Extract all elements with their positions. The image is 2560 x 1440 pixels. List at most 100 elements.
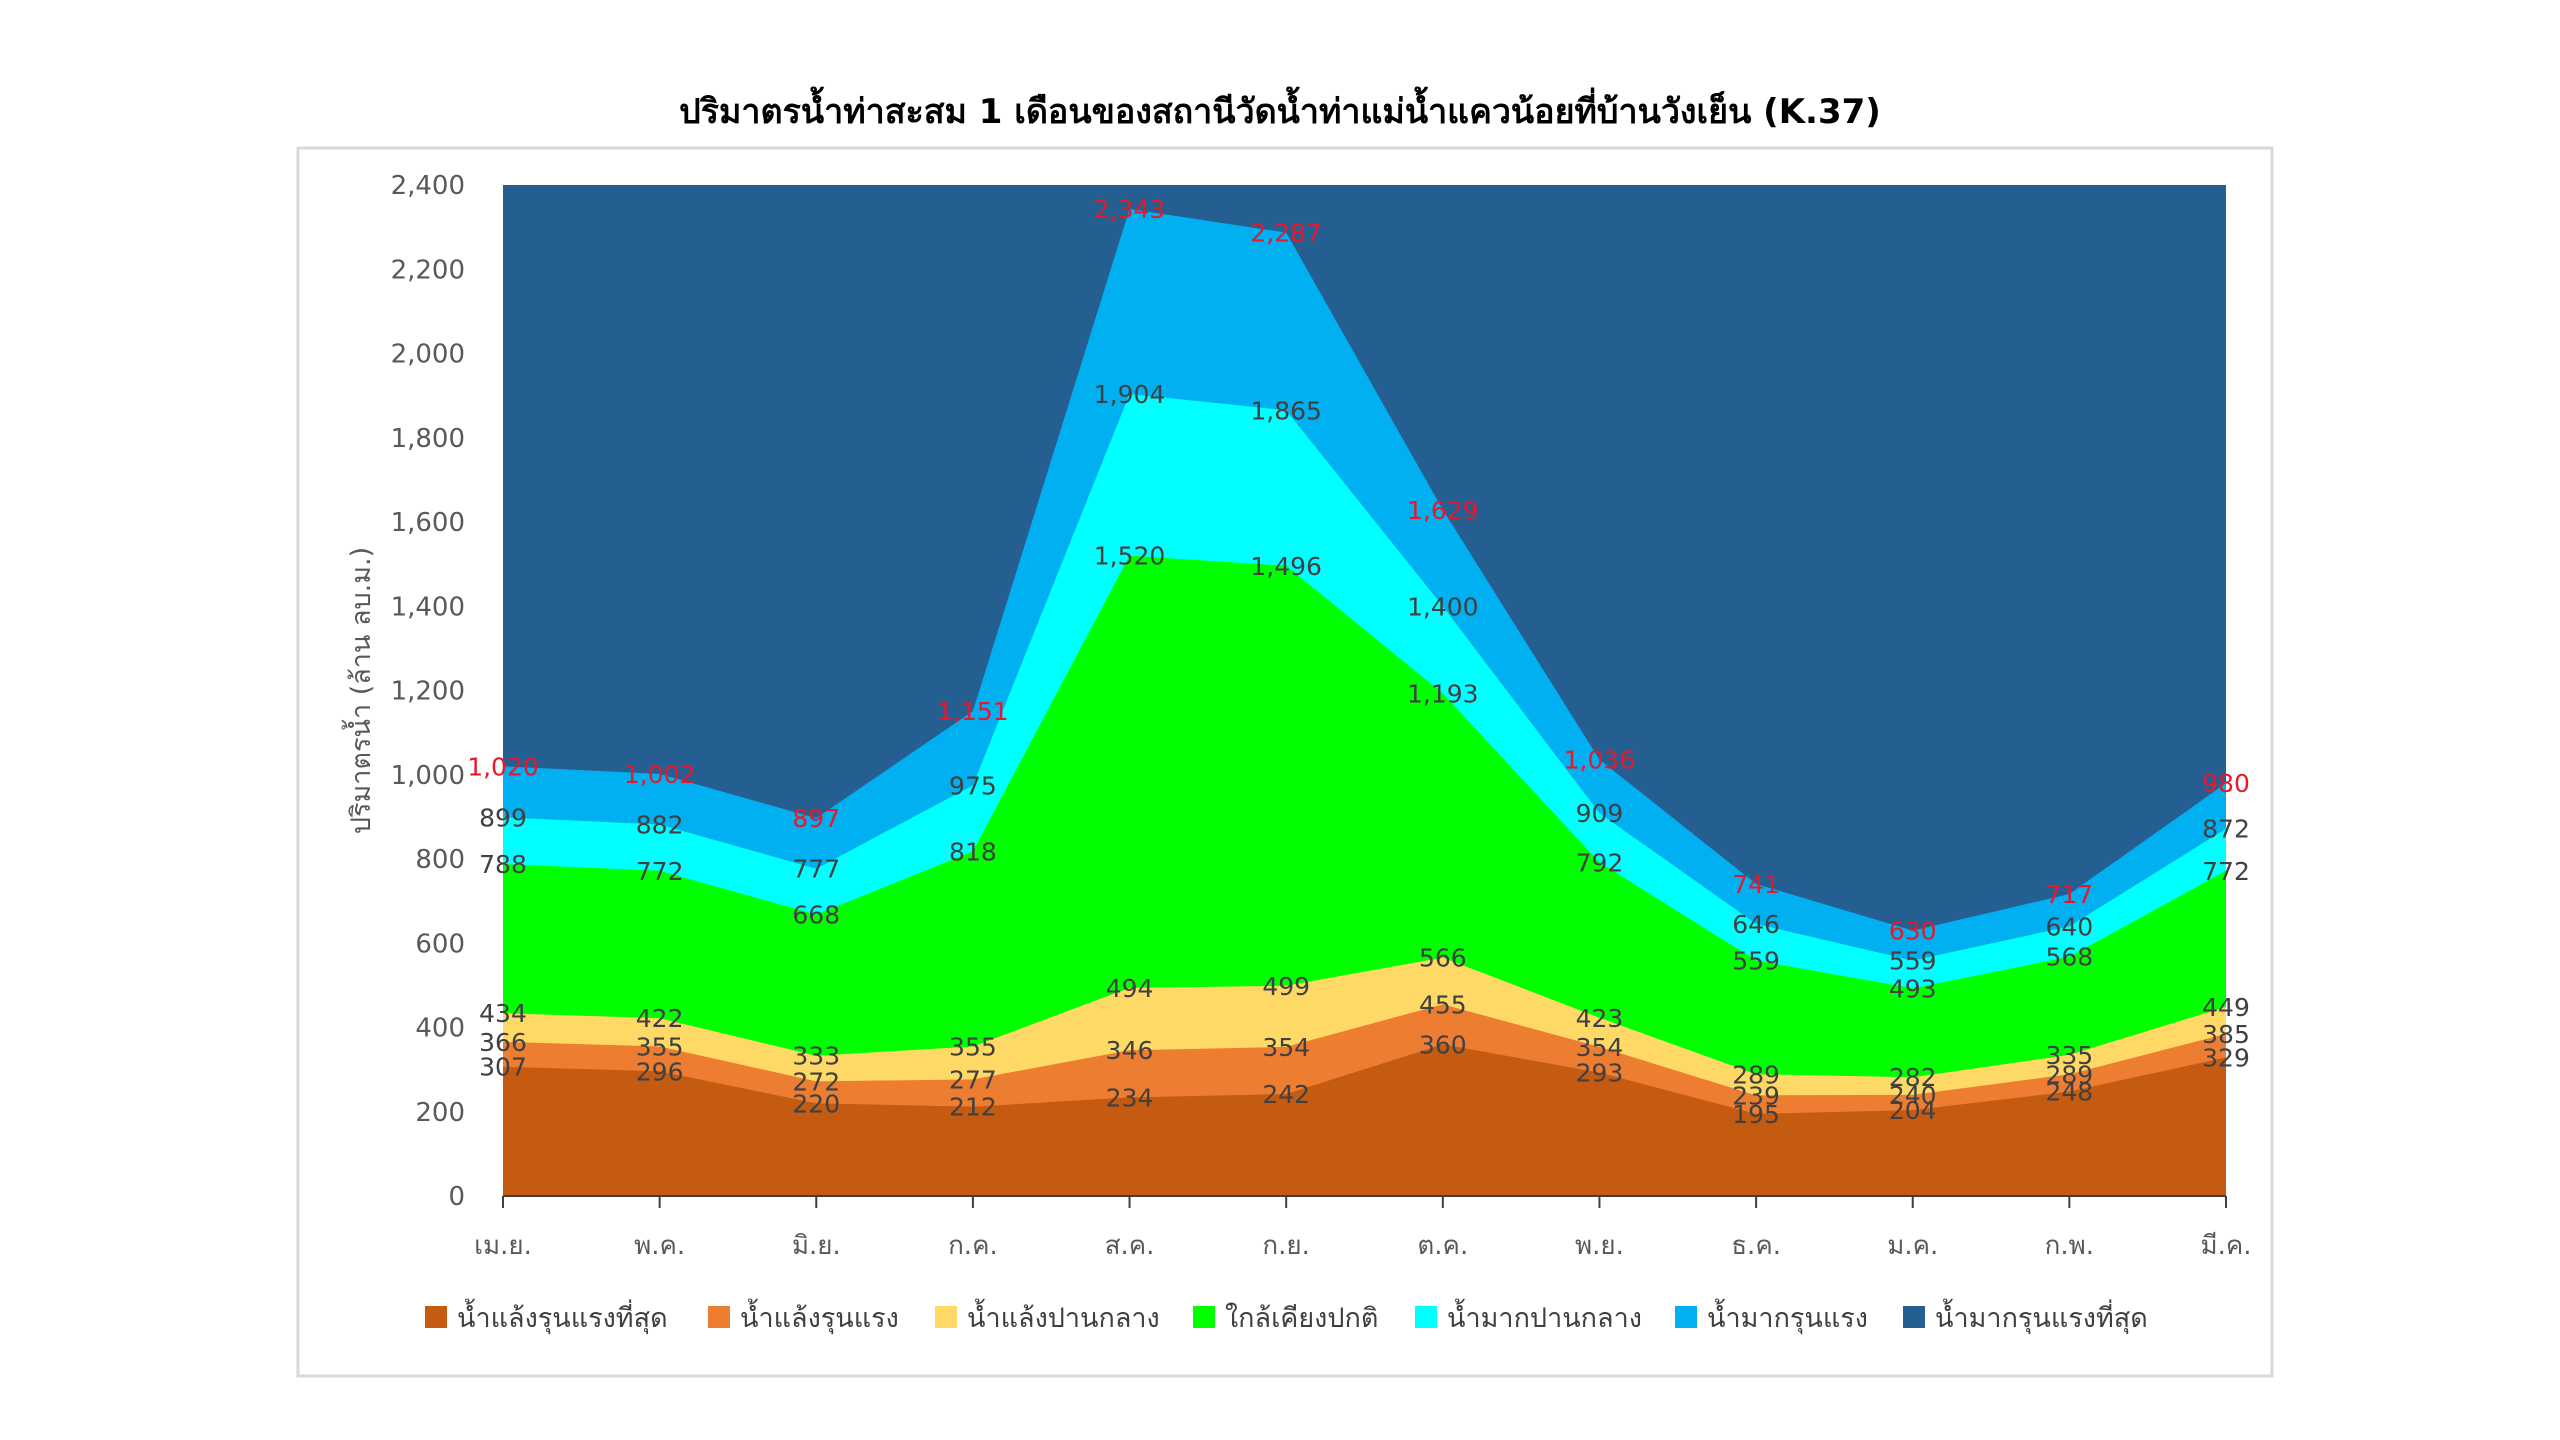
data-label: 239	[1732, 1081, 1780, 1110]
data-label: 1,904	[1094, 380, 1166, 409]
data-label: 282	[1889, 1063, 1937, 1092]
data-label: 777	[792, 855, 840, 884]
data-label: 2,343	[1094, 195, 1166, 224]
data-label: 293	[1576, 1059, 1624, 1088]
y-tick-label: 800	[415, 845, 465, 875]
data-label: 248	[2046, 1078, 2094, 1107]
legend-label: น้ำแล้งปานกลาง	[967, 1298, 1160, 1334]
data-label: 493	[1889, 974, 1937, 1003]
x-tick-label: พ.ค.	[634, 1231, 685, 1261]
x-tick-label: ธ.ค.	[1731, 1231, 1781, 1261]
data-label: 792	[1576, 848, 1624, 877]
data-label: 434	[479, 999, 527, 1028]
chart-title: ปริมาตรน้ำท่าสะสม 1 เดือนของสถานีวัดน้ำท…	[679, 92, 1881, 132]
data-label: 1,496	[1250, 552, 1322, 581]
legend-swatch	[708, 1306, 730, 1328]
data-label: 212	[949, 1093, 997, 1122]
data-label: 1,002	[624, 760, 696, 789]
data-label: 1,151	[937, 697, 1009, 726]
data-label: 242	[1262, 1080, 1310, 1109]
x-tick-label: ก.ย.	[1262, 1231, 1310, 1261]
data-label: 568	[2046, 943, 2094, 972]
data-label: 204	[1889, 1096, 1937, 1125]
data-label: 296	[636, 1057, 684, 1086]
data-label: 640	[2046, 912, 2094, 941]
y-tick-label: 1,800	[391, 424, 465, 454]
data-label: 872	[2202, 815, 2250, 844]
y-tick-label: 200	[415, 1098, 465, 1128]
data-label: 240	[1889, 1081, 1937, 1110]
x-tick-label: ก.ค.	[948, 1231, 998, 1261]
y-tick-label: 1,200	[391, 677, 465, 707]
data-label: 1,865	[1250, 396, 1322, 425]
data-label: 559	[1889, 947, 1937, 976]
data-label: 668	[792, 901, 840, 930]
y-axis-title: ปริมาตรน้ำ (ล้าน ลบ.ม.)	[341, 547, 377, 834]
legend-label: น้ำแล้งรุนแรง	[740, 1298, 899, 1335]
data-label: 499	[1262, 972, 1310, 1001]
data-label: 455	[1419, 990, 1467, 1019]
data-label: 333	[792, 1042, 840, 1071]
legend-swatch	[1193, 1306, 1215, 1328]
legend-label: น้ำมากรุนแรงที่สุด	[1935, 1298, 2148, 1335]
data-label: 1,020	[467, 752, 539, 781]
data-label: 975	[949, 771, 997, 800]
legend-swatch	[1675, 1306, 1697, 1328]
data-label: 346	[1106, 1036, 1154, 1065]
x-tick-label: พ.ย.	[1575, 1231, 1624, 1261]
y-tick-label: 2,200	[391, 255, 465, 285]
data-label: 307	[479, 1053, 527, 1082]
data-label: 566	[1419, 944, 1467, 973]
data-label: 1,520	[1094, 542, 1166, 571]
data-label: 277	[949, 1065, 997, 1094]
legend-label: น้ำแล้งรุนแรงที่สุด	[457, 1298, 668, 1335]
x-tick-label: ม.ค.	[1887, 1231, 1938, 1261]
data-label: 1,036	[1564, 746, 1636, 775]
data-label: 289	[1732, 1060, 1780, 1089]
data-label: 220	[792, 1089, 840, 1118]
data-label: 897	[792, 804, 840, 833]
data-label: 772	[2202, 857, 2250, 886]
y-tick-label: 1,600	[391, 508, 465, 538]
data-label: 630	[1889, 917, 1937, 946]
y-tick-label: 1,400	[391, 592, 465, 622]
x-tick-label: มิ.ย.	[792, 1231, 841, 1261]
data-label: 234	[1106, 1083, 1154, 1112]
area-series-3	[503, 555, 2226, 1196]
data-label: 385	[2202, 1020, 2250, 1049]
data-label: 360	[1419, 1030, 1467, 1059]
data-label: 355	[636, 1032, 684, 1061]
x-tick-label: ส.ค.	[1105, 1231, 1155, 1261]
x-tick-label: เม.ย.	[474, 1231, 532, 1261]
data-label: 741	[1732, 870, 1780, 899]
legend-label: น้ำมากปานกลาง	[1447, 1298, 1642, 1334]
x-tick-label: ก.พ.	[2045, 1231, 2094, 1261]
data-label: 449	[2202, 993, 2250, 1022]
legend-label: น้ำมากรุนแรง	[1707, 1298, 1868, 1335]
y-tick-label: 2,000	[391, 340, 465, 370]
x-tick-label: มี.ค.	[2200, 1231, 2251, 1261]
data-label: 646	[1732, 910, 1780, 939]
data-label: 909	[1576, 799, 1624, 828]
axes-group: เม.ย. พ.ค. มิ.ย. ก.ค. ส.ค. ก.ย. ต.ค. พ.ย. ธ.ค. ม.…	[341, 171, 2252, 1261]
data-label: 335	[2046, 1041, 2094, 1070]
y-tick-label: 2,400	[391, 171, 465, 201]
data-label: 354	[1262, 1033, 1310, 1062]
data-label: 272	[792, 1067, 840, 1096]
data-label: 788	[479, 850, 527, 879]
area-series-group	[503, 185, 2226, 1197]
y-tick-label: 0	[448, 1182, 465, 1212]
data-label: 559	[1732, 947, 1780, 976]
y-tick-label: 400	[415, 1014, 465, 1044]
data-labels-group: 307 296 220 212 234 242 360 293 195 204 248 329 366 3…	[467, 195, 2250, 1129]
x-tick-label: ต.ค.	[1417, 1231, 1468, 1261]
data-label: 818	[949, 837, 997, 866]
data-label: 355	[949, 1032, 997, 1061]
data-label: 422	[636, 1004, 684, 1033]
data-label: 354	[1576, 1033, 1624, 1062]
area-series-0	[503, 1044, 2226, 1196]
data-label: 195	[1732, 1100, 1780, 1129]
y-tick-label: 1,000	[391, 761, 465, 791]
data-label: 2,287	[1250, 219, 1322, 248]
